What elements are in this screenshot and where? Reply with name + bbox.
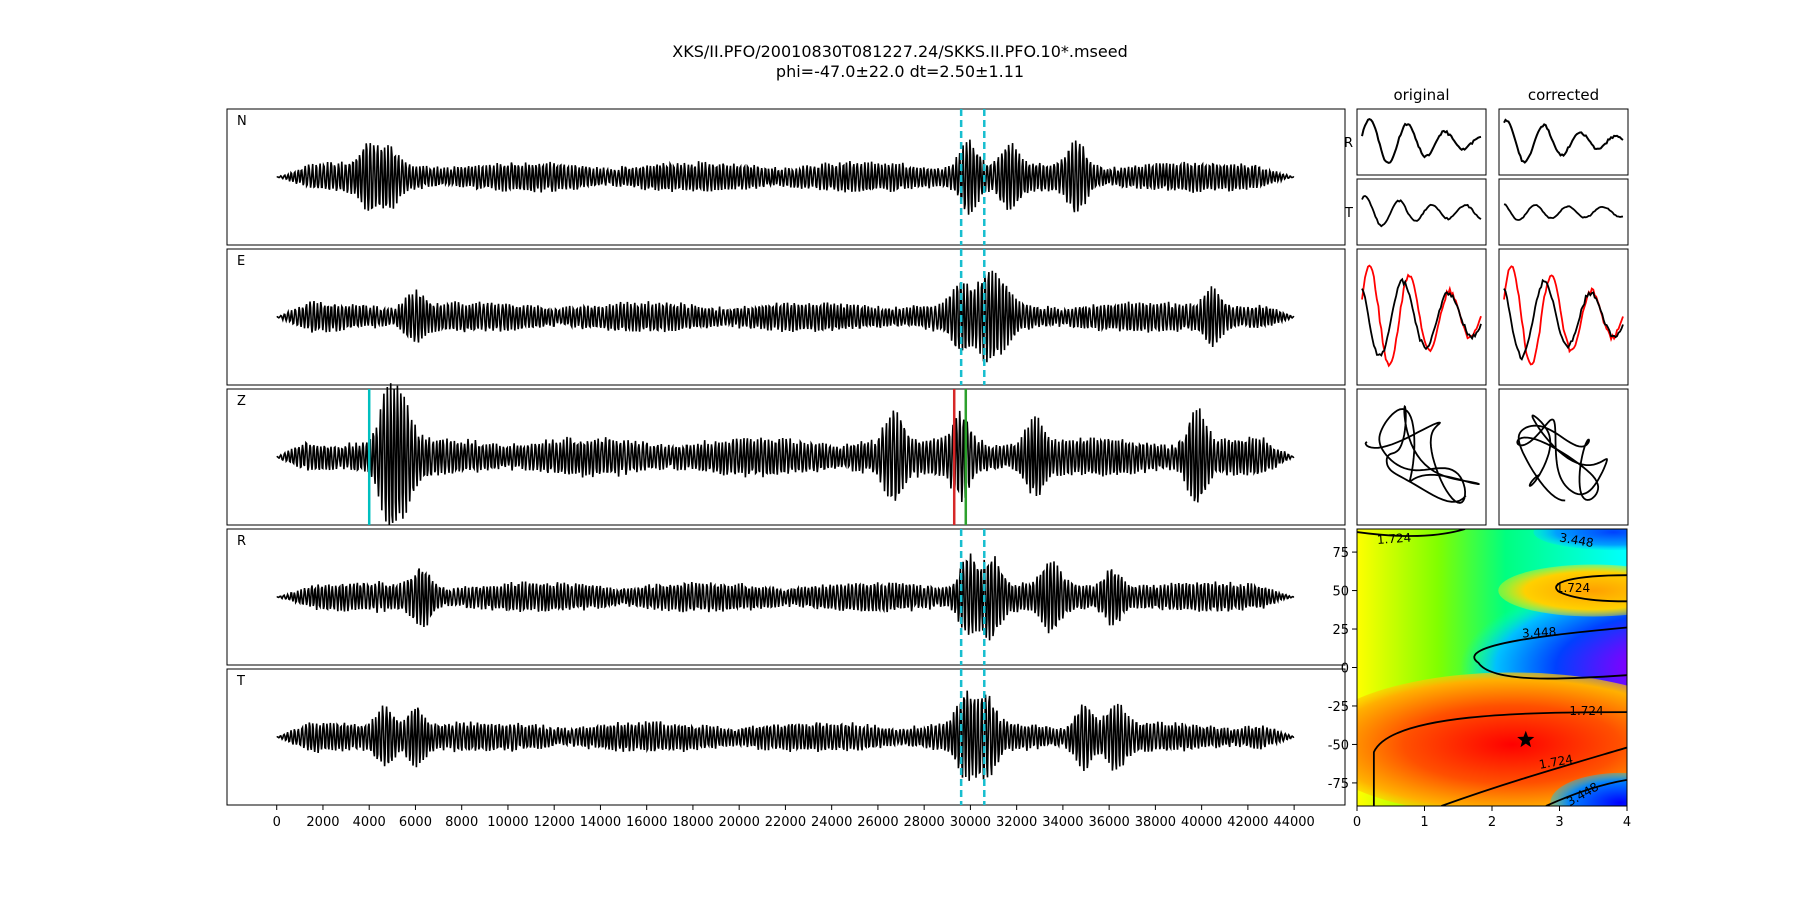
contour-line-4	[1372, 711, 1627, 806]
x-tick-label-9: 18000	[672, 815, 713, 830]
surface-x-tick-label-1: 1	[1420, 815, 1428, 830]
pm-panel-original-2	[1356, 248, 1487, 386]
pm-overlay-red-corrected	[1503, 265, 1624, 366]
trace-panels: N E Z R T 0 2000 4000 6000 8000 10000 12000 14000 160…	[226, 108, 1346, 830]
surface-x-tick-label-0: 0	[1353, 815, 1361, 830]
pm-panel-corrected-0	[1498, 108, 1629, 176]
trace-label-e: E	[237, 254, 245, 269]
trace-panel-z	[226, 388, 1346, 526]
x-tick-label-12: 24000	[811, 815, 852, 830]
pm-wave-r-original	[1361, 117, 1482, 164]
trace-panel-e	[226, 248, 1346, 386]
row-label-t: T	[1344, 206, 1353, 221]
surface-x-tick-label-4: 4	[1623, 815, 1631, 830]
x-tick-label-0: 0	[273, 815, 281, 830]
x-tick-label-21: 42000	[1227, 815, 1268, 830]
contour-line-1	[1357, 529, 1466, 537]
figure-title-line2: phi=-47.0±22.0 dt=2.50±1.11	[775, 62, 1025, 81]
trace-label-r: R	[237, 534, 246, 549]
x-tick-label-10: 20000	[718, 815, 759, 830]
surface-y-tick-label-5: -50	[1328, 738, 1349, 753]
figure-title-line1: XKS/II.PFO/20010830T081227.24/SKKS.II.PF…	[672, 42, 1128, 61]
pm-panel-original-0	[1356, 108, 1487, 176]
contour-line-3	[1555, 574, 1627, 603]
pm-panel-corrected-1	[1498, 178, 1629, 246]
trace-panel-r	[226, 528, 1346, 666]
contour-label-4: 3.448	[1522, 625, 1557, 641]
best-fit-star	[1517, 730, 1535, 748]
surface-y-tick-label-1: 50	[1332, 585, 1349, 600]
row-label-r: R	[1344, 136, 1353, 151]
column-title-corrected: corrected	[1528, 86, 1599, 104]
x-tick-label-4: 8000	[445, 815, 478, 830]
trace-panel-t	[226, 668, 1346, 806]
x-tick-label-1: 2000	[306, 815, 339, 830]
surface-high-orange	[1498, 564, 1627, 617]
surface-x-tick-label-2: 2	[1488, 815, 1496, 830]
pm-panel-corrected-3	[1498, 388, 1629, 526]
surface-high-red	[1357, 672, 1627, 806]
surface-y-tick-label-0: 75	[1332, 546, 1349, 561]
pm-overlay-black-original	[1361, 277, 1482, 357]
surface-low-top	[1533, 529, 1627, 551]
x-tick-label-18: 36000	[1088, 815, 1129, 830]
pm-wave-r-corrected	[1503, 118, 1624, 164]
x-tick-label-22: 44000	[1273, 815, 1314, 830]
surface-x-tick-label-3: 3	[1555, 815, 1563, 830]
pm-particle-motion-corrected	[1516, 414, 1608, 502]
particle-motion-panels: original corrected R T	[1344, 86, 1629, 526]
pm-panel-original-3	[1356, 388, 1487, 526]
trace-waveform-n	[276, 139, 1295, 215]
surface-y-tick-label-6: -75	[1328, 777, 1349, 792]
pm-panel-original-1	[1356, 178, 1487, 246]
x-tick-label-7: 14000	[580, 815, 621, 830]
x-tick-label-16: 32000	[996, 815, 1037, 830]
x-tick-label-11: 22000	[765, 815, 806, 830]
trace-label-n: N	[237, 114, 247, 129]
trace-waveform-r	[276, 553, 1295, 641]
contour-label-5: 1.724	[1569, 704, 1603, 718]
x-tick-label-3: 6000	[399, 815, 432, 830]
contour-label-1: 1.724	[1376, 531, 1411, 547]
contour-label-6: 1.724	[1538, 752, 1574, 772]
pm-wave-t-corrected	[1503, 203, 1624, 221]
x-tick-label-14: 28000	[903, 815, 944, 830]
surface-y-tick-label-2: 25	[1332, 623, 1349, 638]
pm-overlay-red-original	[1361, 264, 1482, 368]
trace-waveform-t	[276, 690, 1295, 781]
x-tick-label-6: 12000	[534, 815, 575, 830]
x-tick-label-8: 16000	[626, 815, 667, 830]
contour-line-5	[1441, 746, 1627, 806]
x-tick-label-13: 26000	[857, 815, 898, 830]
trace-label-t: T	[236, 674, 245, 689]
surface-y-tick-label-4: -25	[1328, 700, 1349, 715]
x-tick-label-17: 34000	[1042, 815, 1083, 830]
pm-particle-motion-original	[1364, 405, 1480, 504]
x-tick-label-15: 30000	[950, 815, 991, 830]
contour-label-3: 1.724	[1556, 581, 1590, 595]
pm-overlay-black-corrected	[1503, 278, 1624, 361]
pm-wave-t-original	[1361, 195, 1482, 228]
x-tick-label-20: 40000	[1181, 815, 1222, 830]
x-tick-label-2: 4000	[353, 815, 386, 830]
contour-line-2	[1473, 626, 1627, 680]
x-tick-label-5: 10000	[487, 815, 528, 830]
surface-y-tick-label-3: 0	[1341, 662, 1349, 677]
trace-waveform-e	[276, 270, 1295, 363]
trace-panel-n	[226, 108, 1346, 246]
x-tick-label-19: 38000	[1135, 815, 1176, 830]
contour-line-6	[1545, 778, 1627, 806]
contour-label-2: 3.448	[1558, 530, 1594, 550]
column-title-original: original	[1393, 86, 1449, 104]
trace-label-z: Z	[237, 394, 246, 409]
pm-panel-corrected-2	[1498, 248, 1629, 386]
trace-waveform-z	[276, 383, 1295, 526]
